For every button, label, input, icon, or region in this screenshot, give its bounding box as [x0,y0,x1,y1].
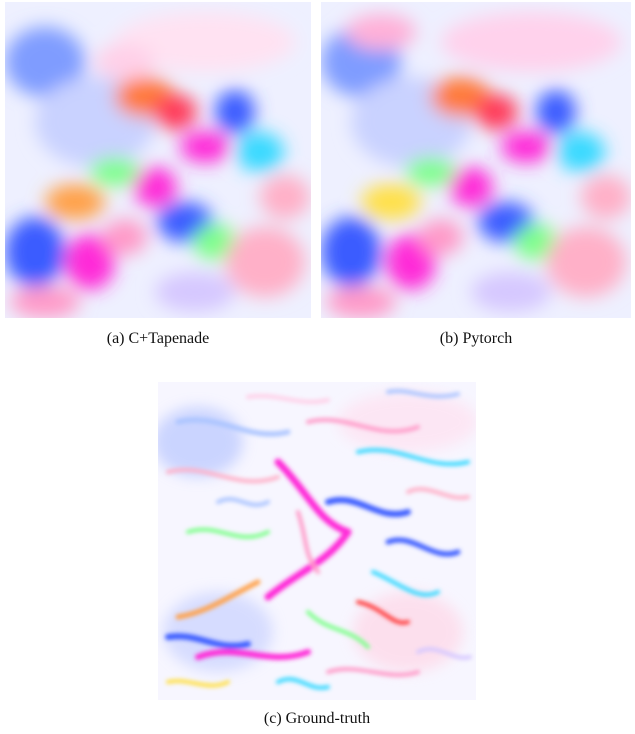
figure-panel-c [158,382,476,700]
caption-ground-truth: (c) Ground-truth [263,710,371,727]
flow-image-ground-truth [158,382,476,700]
figure-panel-a [5,2,311,318]
flow-image-c-tapenade [5,2,311,318]
caption-pytorch: (b) Pytorch [439,330,513,347]
caption-c-tapenade: (a) C+Tapenade [106,330,210,347]
flow-image-pytorch [321,2,631,318]
figure-panel-b [321,2,631,318]
